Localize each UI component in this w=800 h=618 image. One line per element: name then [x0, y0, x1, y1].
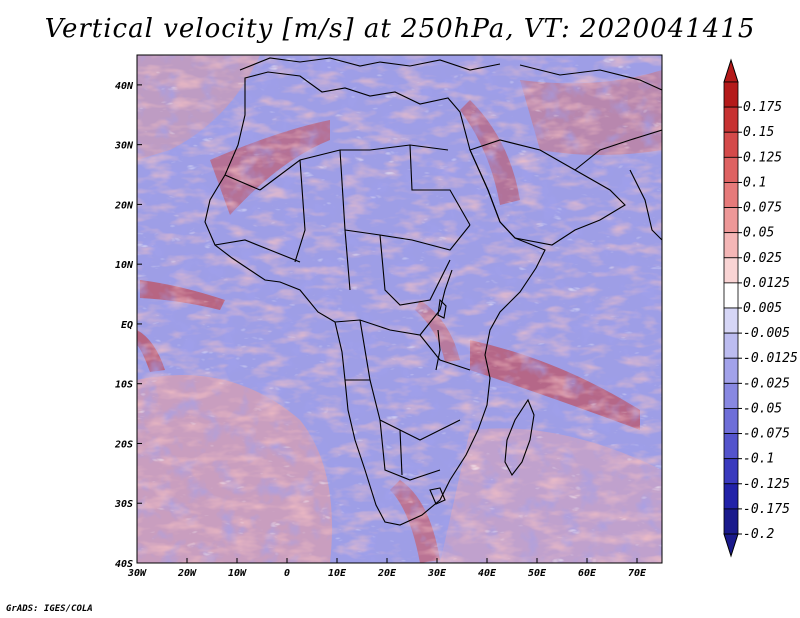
lat-tick-label: 10N	[115, 260, 134, 271]
colorbar-swatch	[723, 508, 739, 535]
colorbar-label: -0.125	[743, 477, 790, 492]
footer-credit: GrADS: IGES/COLA	[6, 604, 93, 614]
colorbar-label: -0.005	[743, 326, 790, 341]
colorbar-label: -0.05	[743, 401, 782, 416]
lon-tick-label: 30E	[427, 568, 447, 579]
lon-tick-label: 10E	[328, 568, 347, 579]
colorbar-swatch	[723, 182, 739, 208]
colorbar-swatch	[723, 458, 739, 485]
velocity-field	[137, 55, 662, 563]
axis-ticks: 30W 20W 10W 0 10E 20E 30E 40E 50E 60E 70E 40N 30N 20N…	[114, 81, 647, 579]
colorbar-label: -0.075	[743, 427, 790, 442]
colorbar-swatch	[723, 207, 739, 234]
lat-tick-label: 40S	[115, 559, 133, 570]
lon-tick-label: 60E	[578, 568, 597, 579]
colorbar-swatch	[723, 131, 739, 158]
colorbar-swatch	[723, 382, 739, 409]
colorbar-swatch	[723, 232, 739, 259]
colorbar-max-arrow	[723, 58, 739, 83]
colorbar-label: -0.2	[743, 527, 774, 542]
colorbar-label: -0.175	[743, 502, 790, 517]
lat-tick-label: 20S	[114, 439, 133, 450]
colorbar-swatch	[723, 81, 739, 108]
colorbar-swatch	[723, 307, 739, 334]
lon-tick-label: 50E	[528, 568, 547, 579]
colorbar-label: -0.1	[743, 452, 774, 467]
lon-tick-label: 0	[284, 568, 290, 579]
colorbar-swatch	[723, 408, 739, 434]
colorbar-label: 0.125	[743, 150, 782, 165]
colorbar-label: 0.175	[743, 100, 782, 115]
lon-tick-label: 20W	[177, 568, 197, 579]
colorbar-label: 0.075	[743, 201, 782, 216]
chart-title: Vertical velocity [m/s] at 250hPa, VT: 2…	[44, 14, 756, 44]
colorbar-label: 0.1	[743, 175, 766, 190]
colorbar-min-arrow	[723, 533, 739, 558]
colorbar-label: -0.0125	[743, 351, 798, 366]
lat-tick-label: EQ	[121, 320, 133, 331]
lon-tick-label: 20E	[377, 568, 397, 579]
plot-frame	[136, 54, 663, 564]
colorbar-label: 0.05	[743, 226, 774, 241]
colorbar-label: 0.0125	[743, 276, 790, 291]
coastlines	[204, 57, 662, 526]
lon-tick-label: 10W	[228, 568, 247, 579]
colorbar-swatch	[723, 156, 739, 183]
colorbar-swatch	[723, 357, 739, 384]
lat-tick-label: 40N	[115, 81, 134, 92]
colorbar-swatch	[723, 483, 739, 510]
colorbar-swatch	[723, 433, 739, 460]
colorbar-label: 0.025	[743, 251, 782, 266]
lat-tick-label: 10S	[115, 380, 133, 391]
lat-tick-label: 30S	[114, 499, 133, 510]
colorbar-label: 0.005	[743, 301, 782, 316]
colorbar-label: 0.15	[743, 125, 774, 140]
colorbar-swatch	[723, 282, 739, 309]
colorbar-label: -0.025	[743, 376, 790, 391]
lon-tick-label: 30W	[127, 568, 147, 579]
lon-tick-label: 70E	[628, 568, 647, 579]
lon-tick-label: 40E	[478, 568, 497, 579]
lat-tick-label: 30N	[114, 141, 134, 152]
colorbar-swatch	[723, 257, 739, 284]
lat-tick-label: 20N	[114, 200, 134, 211]
colorbar: 0.175 0.15 0.125 0.1 0.075 0.05 0.025 0.0125 0.0…	[723, 58, 798, 558]
colorbar-swatch	[723, 332, 739, 359]
colorbar-swatch	[723, 106, 739, 133]
